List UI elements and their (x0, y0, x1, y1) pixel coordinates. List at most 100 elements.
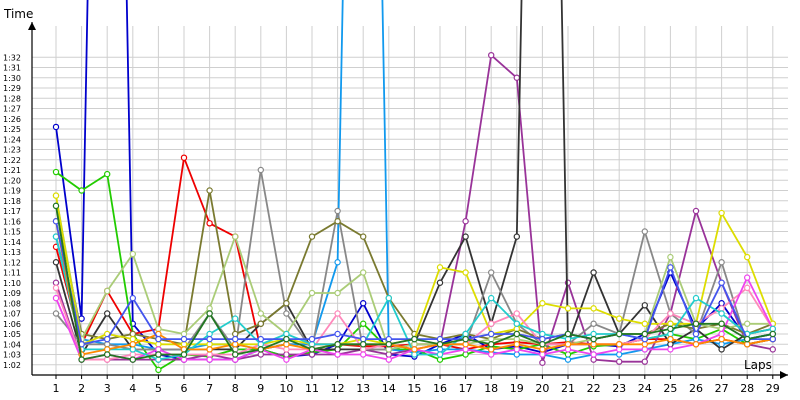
data-point (718, 335, 725, 343)
data-point (334, 341, 341, 348)
y-tick-label: 1:04 (3, 340, 21, 349)
x-tick-label: 6 (181, 382, 188, 395)
data-point (744, 320, 751, 327)
data-point (488, 346, 495, 353)
x-tick-label: 18 (484, 382, 498, 395)
data-point (590, 330, 597, 338)
data-point (436, 335, 444, 343)
data-point (513, 233, 521, 240)
data-point (436, 356, 444, 363)
y-tick-label: 1:19 (3, 187, 21, 196)
y-tick-label: 1:21 (3, 166, 21, 175)
x-tick-label: 5 (155, 382, 162, 395)
data-point (360, 300, 367, 307)
data-point (513, 320, 521, 327)
data-point (513, 74, 521, 81)
data-point (103, 341, 111, 348)
data-point (52, 123, 60, 131)
data-point (180, 154, 188, 161)
data-point (513, 351, 521, 358)
x-tick-label: 26 (689, 382, 703, 395)
data-point (462, 269, 469, 276)
data-point (513, 325, 521, 333)
y-tick-label: 1:15 (3, 228, 21, 237)
data-point (180, 341, 188, 348)
data-point (641, 228, 649, 235)
y-tick-label: 1:27 (3, 105, 21, 114)
data-point (692, 207, 700, 215)
x-tick-label: 22 (587, 382, 601, 395)
data-point (52, 310, 60, 317)
x-tick-label: 25 (663, 382, 677, 395)
data-point (257, 320, 264, 327)
data-point (180, 330, 188, 338)
x-tick-label: 4 (129, 382, 136, 395)
y-tick-label: 1:18 (3, 197, 21, 206)
y-tick-label: 1:25 (3, 125, 21, 134)
y-tick-label: 1:26 (3, 115, 21, 124)
data-point (78, 356, 85, 363)
data-point (308, 346, 316, 353)
data-point (488, 294, 495, 302)
data-point (641, 330, 649, 338)
y-tick-label: 1:23 (3, 146, 21, 155)
data-point (283, 351, 290, 358)
data-point (692, 341, 700, 348)
y-tick-labels: 1:021:03 1:041:051:061:07 1:081:091:101:11… (3, 53, 21, 370)
data-point (692, 294, 700, 302)
x-tick-label: 23 (612, 382, 626, 395)
data-point (513, 330, 521, 338)
data-point (539, 346, 546, 353)
x-tick-label: 3 (104, 382, 111, 395)
data-point (590, 351, 597, 358)
data-point (616, 330, 623, 338)
data-point (436, 346, 444, 353)
y-tick-label: 1:29 (3, 84, 21, 93)
data-point (257, 346, 264, 353)
data-point (283, 341, 290, 348)
y-tick-label: 1:24 (3, 135, 21, 144)
data-point (308, 341, 316, 348)
data-point (616, 346, 623, 353)
y-tick-label: 1:09 (3, 289, 21, 298)
data-point (206, 346, 213, 353)
y-tick-label: 1:31 (3, 64, 21, 73)
data-point (334, 259, 341, 266)
data-point (52, 294, 60, 302)
data-point (283, 356, 290, 363)
data-point (564, 335, 572, 343)
data-point (129, 356, 136, 363)
data-point (513, 310, 521, 317)
data-point (462, 233, 469, 240)
data-point (590, 335, 597, 343)
y-tick-label: 1:32 (3, 53, 21, 62)
data-point (155, 351, 162, 358)
y-tick-label: 1:10 (3, 279, 21, 288)
data-point (385, 351, 392, 358)
data-point (411, 351, 418, 358)
data-point (744, 284, 751, 292)
x-tick-label: 27 (715, 382, 729, 395)
data-point (488, 351, 495, 358)
data-point (616, 315, 623, 322)
y-tick-label: 1:16 (3, 217, 21, 226)
x-tick-label: 28 (740, 382, 754, 395)
x-tick-label: 13 (356, 382, 370, 395)
x-tick-label: 12 (331, 382, 345, 395)
y-tick-label: 1:20 (3, 176, 21, 185)
data-point (129, 351, 136, 358)
data-point (539, 351, 546, 358)
data-point (155, 325, 162, 333)
data-point (667, 325, 674, 333)
data-point (385, 294, 392, 302)
data-point (436, 341, 444, 348)
data-point (231, 356, 239, 363)
data-point (78, 187, 85, 194)
series-lines (52, 0, 777, 374)
y-tick-label: 1:14 (3, 238, 21, 247)
data-point (385, 341, 392, 348)
data-point (692, 335, 700, 343)
y-tick-label: 1:30 (3, 74, 21, 83)
data-point (539, 300, 546, 307)
